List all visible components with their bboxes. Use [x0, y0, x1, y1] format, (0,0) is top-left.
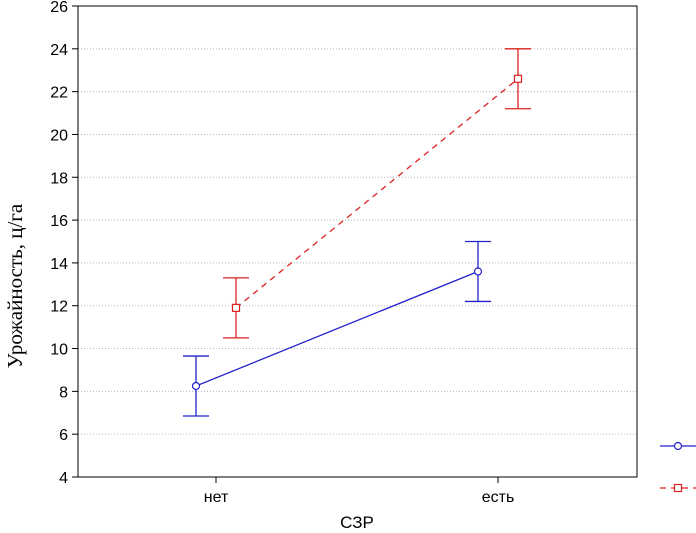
y-tick-label: 8 [59, 384, 68, 401]
y-tick-label: 16 [50, 213, 68, 230]
series-2 [223, 48, 531, 339]
legend-entry-2 [660, 483, 696, 493]
y-tick-label: 20 [50, 127, 68, 144]
y-tick-label: 10 [50, 342, 68, 359]
y-axis: 4 6 8 10 12 14 16 18 20 22 24 26 [50, 0, 78, 487]
legend-marker [673, 441, 683, 451]
y-tick-label: 14 [50, 256, 68, 273]
x-tick-label: нет [204, 489, 229, 506]
data-point [513, 74, 523, 83]
series-layer [183, 48, 531, 417]
series-1 [183, 240, 491, 417]
y-tick-label: 4 [59, 470, 68, 487]
series-line [235, 78, 519, 309]
y-tick-label: 24 [50, 42, 68, 59]
y-tick-label: 26 [50, 0, 68, 16]
x-axis: нет есть [204, 477, 515, 506]
data-point [191, 381, 201, 391]
y-tick-label: 6 [59, 427, 68, 444]
data-point [473, 267, 483, 276]
data-point [231, 303, 241, 312]
x-tick-label: есть [482, 489, 515, 506]
x-axis-label: СЗР [340, 513, 374, 532]
legend [660, 441, 696, 493]
grid [78, 48, 637, 435]
y-tick-label: 12 [50, 299, 68, 316]
plot-area-frame [77, 5, 638, 478]
series-line [195, 270, 479, 387]
y-tick-label: 22 [50, 85, 68, 102]
y-axis-label: Урожайность, ц/га [3, 203, 27, 368]
legend-marker [673, 483, 683, 493]
legend-entry-1 [660, 441, 696, 451]
y-tick-label: 18 [50, 170, 68, 187]
